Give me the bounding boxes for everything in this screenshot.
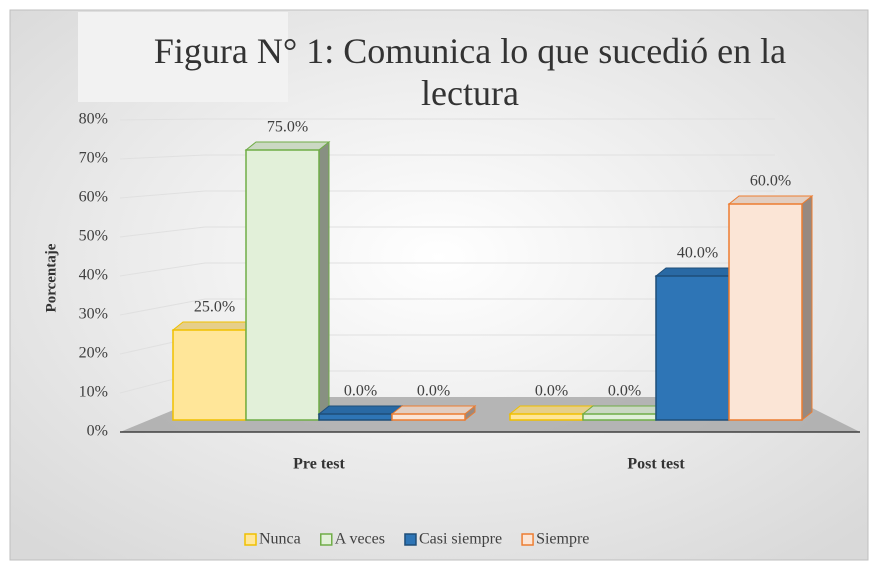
y-tick-label: 70%	[79, 150, 108, 167]
data-label: 0.0%	[417, 383, 450, 400]
legend-swatch	[521, 533, 534, 546]
bar-side	[318, 140, 330, 422]
x-tick-label: Pre test	[293, 456, 345, 473]
bar	[654, 266, 741, 422]
bar-top	[171, 321, 258, 331]
data-label: 40.0%	[677, 245, 718, 262]
y-tick-label: 50%	[79, 228, 108, 245]
data-label: 0.0%	[344, 383, 377, 400]
bar-top	[390, 405, 477, 415]
y-tick-label: 40%	[79, 267, 108, 284]
y-tick-label: 10%	[79, 384, 108, 401]
chart-title: Figura N° 1: Comunica lo que sucedió en …	[153, 31, 787, 113]
grid-line	[119, 154, 775, 160]
grid-line	[119, 298, 775, 316]
data-label: 0.0%	[608, 383, 641, 400]
grid-line	[119, 190, 775, 199]
bar	[390, 404, 477, 422]
legend-label: Casi siempre	[419, 531, 502, 548]
legend-swatch	[320, 533, 333, 546]
y-tick-label: 60%	[79, 189, 108, 206]
legend-label: A veces	[335, 531, 385, 548]
bar-front	[172, 329, 247, 421]
y-tick-label: 80%	[79, 111, 108, 128]
bar	[244, 140, 331, 422]
bar-top	[508, 405, 595, 415]
bar-front	[582, 413, 657, 421]
legend-swatch	[404, 533, 417, 546]
data-label: 25.0%	[194, 299, 235, 316]
y-tick-label: 0%	[87, 423, 108, 440]
bar-top	[581, 405, 668, 415]
bar-side	[801, 194, 813, 422]
legend-label: Siempre	[536, 531, 589, 548]
bar-top	[244, 141, 331, 151]
grid-line	[119, 118, 775, 121]
grid-line	[119, 262, 775, 277]
bar-front	[245, 149, 320, 421]
bar	[727, 194, 814, 422]
bar-top	[654, 267, 741, 277]
bar-top	[727, 195, 814, 205]
legend-swatch	[244, 533, 257, 546]
legend-label: Nunca	[259, 531, 301, 548]
bar-front	[509, 413, 584, 421]
x-tick-label: Post test	[627, 456, 685, 473]
y-tick-label: 20%	[79, 345, 108, 362]
bar	[171, 320, 258, 422]
title-box	[78, 12, 288, 102]
grid-line	[119, 226, 775, 238]
data-label: 60.0%	[750, 173, 791, 190]
bar-front	[391, 413, 466, 421]
bar	[581, 404, 668, 422]
bar	[317, 404, 404, 422]
y-axis-label: Porcentaje	[43, 243, 59, 312]
data-label: 0.0%	[535, 383, 568, 400]
bar	[508, 404, 595, 422]
bar-front	[655, 275, 730, 421]
bar-front	[318, 413, 393, 421]
data-label: 75.0%	[267, 119, 308, 136]
y-tick-label: 30%	[79, 306, 108, 323]
bar-top	[317, 405, 404, 415]
bar-front	[728, 203, 803, 421]
